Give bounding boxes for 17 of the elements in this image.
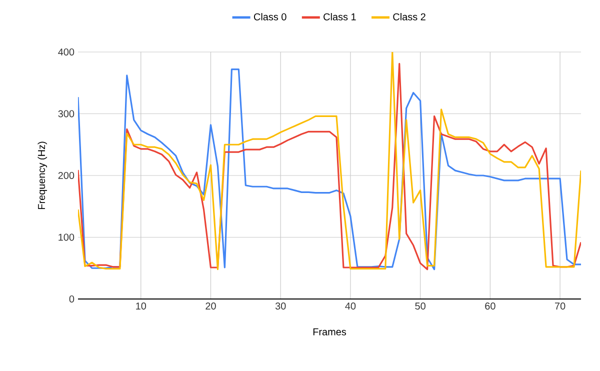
y-tick-label: 300 <box>58 110 74 118</box>
x-tick-label: 60 <box>485 302 496 310</box>
y-tick-label: 0 <box>69 295 74 303</box>
legend-label: Class 2 <box>393 13 426 20</box>
x-tick-label: 40 <box>345 302 356 310</box>
legend-label: Class 0 <box>254 13 286 20</box>
y-tick-label: 200 <box>58 172 74 180</box>
y-tick-label: 100 <box>58 234 74 241</box>
y-tick-label: 400 <box>58 48 74 56</box>
x-tick-label: 70 <box>555 302 566 310</box>
x-axis-title: Frames <box>313 328 346 336</box>
x-tick-label: 30 <box>275 302 286 310</box>
legend-label: Class 1 <box>324 13 356 20</box>
x-tick-label: 50 <box>415 302 426 310</box>
x-tick-label: 20 <box>206 302 216 310</box>
x-tick-label: 10 <box>136 302 146 310</box>
y-axis-title: Frequency (Hz) <box>38 142 48 210</box>
